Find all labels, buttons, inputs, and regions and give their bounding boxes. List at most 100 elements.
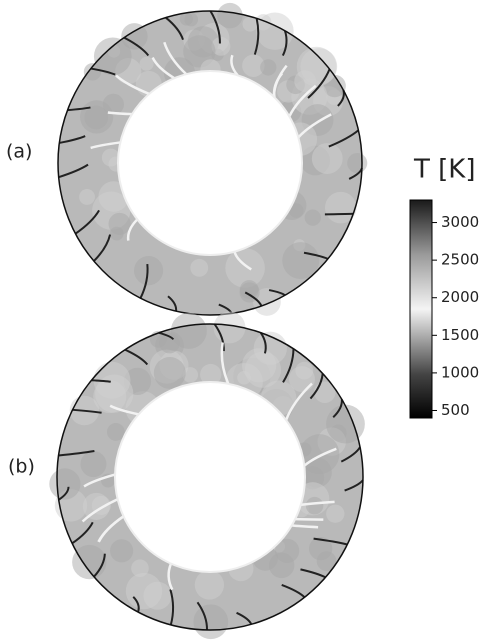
cold-plume [328,129,360,148]
cold-plume [236,611,253,625]
texture [190,258,209,277]
cold-plume [167,295,178,312]
cold-plume [67,106,91,112]
hot-plume [107,111,133,116]
hot-plume [230,54,239,77]
hot-plume [220,342,230,385]
hot-plume [284,382,313,421]
texture [252,288,281,316]
hot-plume [288,84,317,117]
texture [260,59,277,76]
tick-label: 1500 [441,326,479,344]
panel-label: (a) [6,141,32,163]
cold-plume [313,537,348,546]
texture [82,492,110,520]
hot-plume [126,218,139,241]
cold-plume [123,36,150,57]
texture [326,404,365,444]
cold-plume [281,584,306,599]
cold-plume [72,408,102,414]
hot-plume [163,41,188,76]
cold-plume [213,323,225,352]
texture [183,35,216,68]
hot-plume [233,251,252,271]
texture [106,423,125,441]
tick-label: 2500 [441,251,479,269]
hot-plume [167,563,174,591]
cold-plume [281,30,288,56]
texture [159,333,180,354]
hot-plume [297,113,332,139]
texture [93,37,132,76]
texture [242,54,265,77]
texture [139,56,154,71]
texture [125,572,163,610]
cold-plume [244,291,263,307]
texture [242,16,258,32]
texture [217,2,243,29]
cold-plume [324,212,354,216]
cold-plume [93,553,106,578]
texture [110,539,134,563]
texture [294,70,317,93]
cold-plume [93,234,112,262]
texture [305,496,324,515]
inner-rim [114,381,306,573]
outer-rim [56,323,364,631]
cold-plume [90,67,116,76]
texture [289,203,304,218]
texture [211,36,231,56]
texture [200,363,222,386]
texture [170,312,207,349]
tick-label: 3000 [441,213,479,231]
texture [295,361,314,380]
cold-plume [259,332,267,354]
texture [72,544,107,580]
cold-plume [58,450,95,457]
texture [275,538,300,563]
hot-plume [109,404,139,416]
colorbar-title: T [K] [413,155,475,185]
hot-plume [81,498,119,523]
cold-plume [300,568,326,579]
cold-plume [309,373,324,400]
texture [109,226,124,241]
cold-plume [58,486,70,501]
cold-plume [59,135,86,144]
texture [347,153,368,174]
cold-plume [282,348,295,383]
cold-plume [74,209,100,235]
texture [121,23,148,50]
texture [282,242,320,280]
texture [101,148,120,167]
cold-plume [253,18,260,55]
cold-plume [307,68,331,99]
colorbar-ticks: 500 1000 1500 2000 2500 3000 [432,213,479,419]
hot-plume [151,56,175,80]
cold-plume [124,348,149,366]
texture [133,256,164,286]
hot-plume [97,515,125,543]
cold-plume [340,446,361,463]
tick-label: 2000 [441,288,479,306]
cold-plume [58,163,89,179]
texture [299,434,340,475]
hot-plume [272,72,284,98]
cold-plume [158,331,175,341]
hot-plume [303,447,337,467]
texture [179,12,193,26]
texture [316,551,337,571]
cold-plume [209,10,221,44]
colorbar [409,199,433,419]
inner-rim [117,70,303,256]
hot-plume [83,473,116,488]
texture [83,63,102,81]
texture [225,248,265,288]
hot-plume [115,74,150,96]
cold-plume [303,251,329,260]
texture [239,280,259,299]
texture [304,209,321,226]
texture [93,361,131,399]
cold-plume [344,479,364,492]
